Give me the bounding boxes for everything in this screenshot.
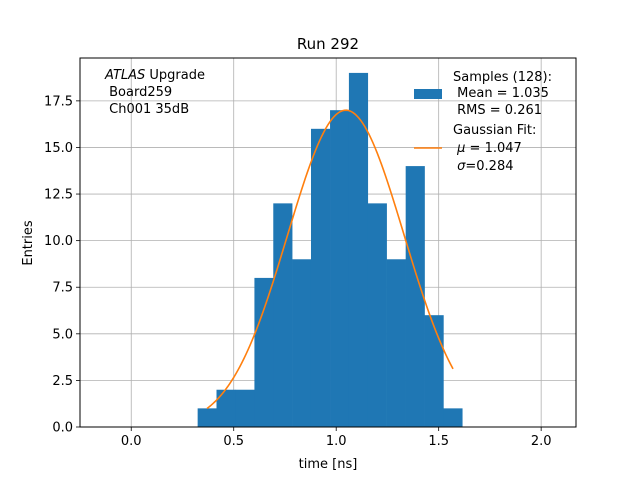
gaussian-fit-layer: [206, 109, 454, 410]
annotation-line-1: ATLAS Upgrade: [104, 68, 205, 83]
annotation-box: ATLAS Upgrade Board259 Ch001 35dB: [104, 68, 205, 117]
y-tick-label: 2.5: [52, 374, 73, 389]
x-tick-label: 0.5: [223, 434, 244, 449]
legend-fit-mu-symbol: μ: [456, 141, 465, 156]
annotation-line-3: Ch001 35dB: [105, 102, 189, 117]
x-tick-label: 1.0: [326, 434, 347, 449]
annotation-atlas: ATLAS: [104, 68, 145, 83]
legend-fit-mu-value: = 1.047: [465, 141, 521, 156]
legend-fit-sigma-symbol: σ: [457, 159, 466, 174]
x-tick-label: 0.0: [121, 434, 142, 449]
histogram-bar: [235, 389, 255, 427]
legend: Samples (128): Mean = 1.035 RMS = 0.261 …: [414, 70, 552, 174]
y-tick-label: 7.5: [52, 281, 73, 296]
y-axis-ticks: 0.0 2.5 5.0 7.5 10.0 12.5 15.0 17.5: [44, 94, 80, 436]
histogram-bar: [348, 72, 369, 427]
legend-fit-line-1: Gaussian Fit:: [453, 123, 536, 138]
legend-fit-sigma-value: =0.284: [465, 159, 513, 174]
histogram-bar: [367, 203, 387, 427]
legend-samples-line-3: RMS = 0.261: [453, 103, 542, 118]
plot-frame: [79, 57, 577, 428]
histogram-bar: [254, 277, 274, 427]
legend-samples-line-2: Mean = 1.035: [453, 86, 549, 101]
histogram-bar: [424, 315, 444, 427]
x-axis-label: time [ns]: [299, 457, 358, 472]
histogram-bar: [386, 259, 406, 427]
histogram-bars: [197, 72, 463, 427]
histogram-bar: [443, 408, 463, 427]
y-tick-label: 17.5: [44, 94, 73, 109]
histogram-bar: [405, 166, 425, 427]
gaussian-fit-curve: [206, 109, 454, 410]
x-axis-ticks: 0.0 0.5 1.0 1.5 2.0: [121, 427, 552, 449]
y-tick-label: 0.0: [52, 421, 73, 436]
histogram-bar: [292, 259, 312, 427]
y-tick-label: 12.5: [44, 188, 73, 203]
y-tick-label: 15.0: [44, 141, 73, 156]
histogram-bar: [216, 389, 236, 427]
annotation-upgrade: Upgrade: [145, 68, 205, 83]
chart-title: Run 292: [297, 35, 359, 53]
y-tick-label: 5.0: [52, 327, 73, 342]
x-tick-label: 2.0: [531, 434, 552, 449]
legend-samples-swatch: [414, 89, 442, 99]
x-tick-label: 1.5: [428, 434, 449, 449]
histogram-bar: [273, 203, 293, 427]
histogram-bar: [330, 110, 350, 427]
legend-samples-line-1: Samples (128):: [453, 70, 552, 85]
histogram-bar: [310, 128, 331, 427]
legend-fit-line-3: σ=0.284: [453, 159, 514, 174]
y-axis-label: Entries: [21, 220, 36, 266]
legend-fit-line-2: μ = 1.047: [453, 141, 522, 156]
y-tick-label: 10.0: [44, 234, 73, 249]
annotation-line-2: Board259: [105, 85, 172, 100]
histogram-bar: [197, 408, 217, 427]
